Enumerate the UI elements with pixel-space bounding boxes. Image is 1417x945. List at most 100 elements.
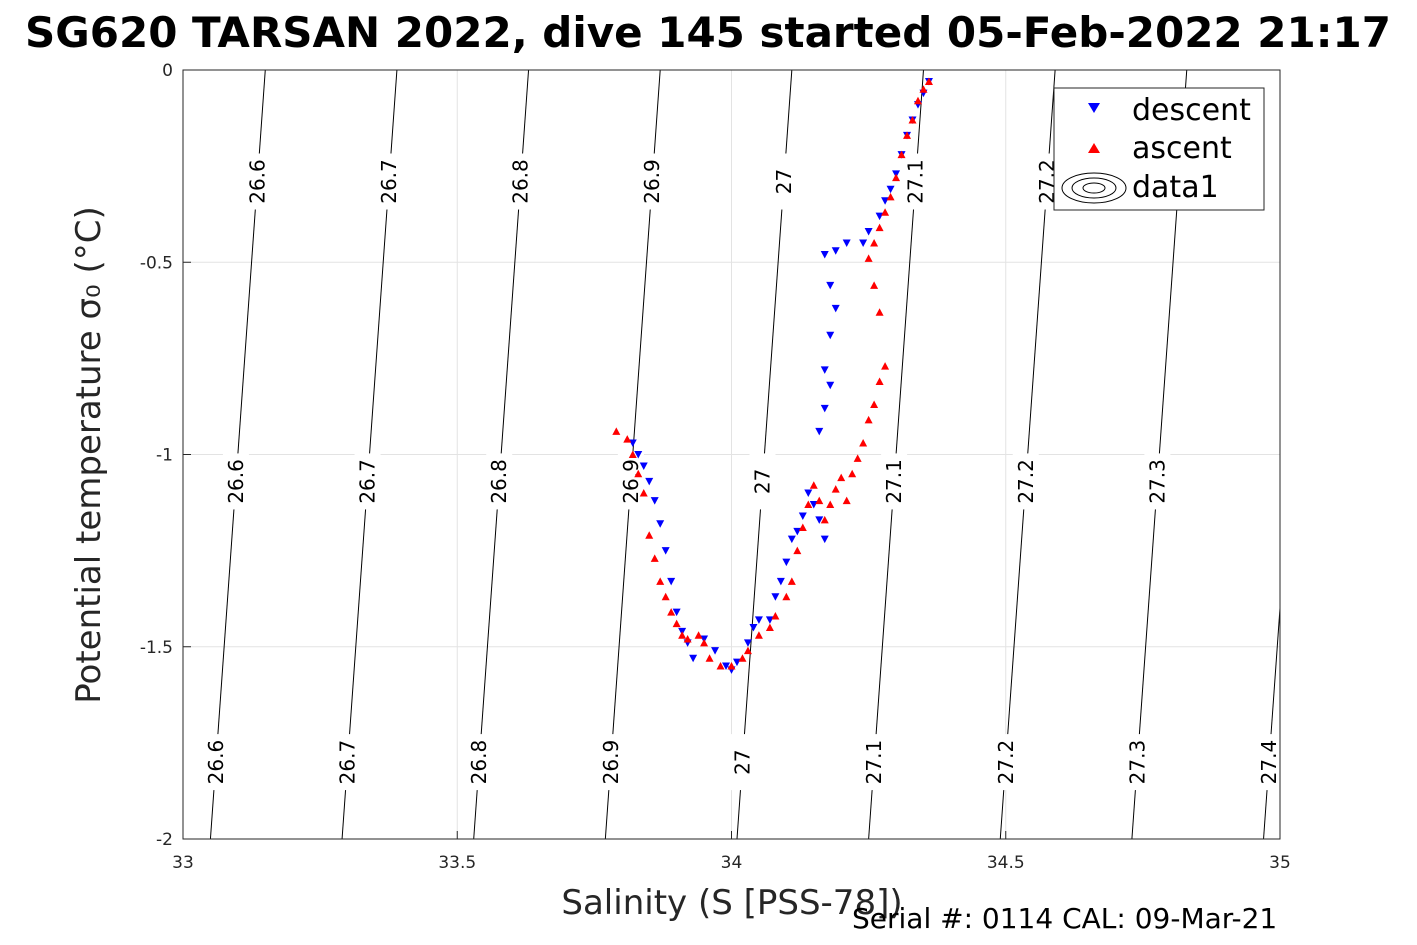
contour-label-bg <box>222 453 249 510</box>
axis-ticks: 33 33.5 34 34.5 35 0 -0.5 -1 -1.5 -2 <box>140 61 1291 873</box>
ascent-point <box>678 631 687 639</box>
ascent-point <box>765 623 774 632</box>
contour-label-bg <box>354 453 381 510</box>
data-points <box>612 77 933 674</box>
descent-point <box>639 462 648 471</box>
descent-point <box>672 608 681 617</box>
legend: descent ascent data1 <box>1053 87 1265 211</box>
descent-point <box>711 647 720 655</box>
ascent-point <box>875 223 884 232</box>
ascent-point <box>771 611 780 620</box>
descent-point <box>776 577 785 586</box>
contour-label-bg <box>597 734 624 791</box>
legend-descent-label: descent <box>1132 93 1251 128</box>
contour-label-bg <box>1256 734 1283 791</box>
contour-label-bg <box>770 153 797 210</box>
descent-point <box>820 535 829 544</box>
ascent-point <box>903 131 912 139</box>
y-tick-label: -1 <box>156 446 173 466</box>
ascent-point <box>919 85 928 93</box>
contour-label: 26.6 <box>224 459 248 504</box>
ascent-point <box>639 488 648 497</box>
descent-point <box>820 366 829 374</box>
ascent-point <box>913 96 922 105</box>
descent-point <box>722 662 731 670</box>
contour-label: 27 <box>772 169 796 194</box>
ascent-point <box>754 631 763 639</box>
legend-descent-marker <box>1088 103 1100 113</box>
descent-point <box>634 451 643 459</box>
contour-label-bg <box>902 153 929 210</box>
contour-label-bg <box>1012 453 1039 510</box>
contour-label-bg <box>639 153 666 210</box>
contour-label: 27.1 <box>862 740 886 785</box>
ascent-point <box>924 77 933 86</box>
descent-point <box>809 500 818 509</box>
ascent-point <box>881 362 890 370</box>
descent-point <box>826 381 835 390</box>
descent-point <box>831 304 840 313</box>
contour-label: 26.7 <box>356 459 380 504</box>
ascent-point <box>831 485 840 493</box>
contour-label: 27.4 <box>1257 740 1281 785</box>
descent-point <box>859 239 868 248</box>
ascent-point <box>897 150 906 159</box>
contour-label: 27 <box>750 469 774 494</box>
ascent-point <box>694 631 703 639</box>
descent-point <box>864 227 873 236</box>
descent-point <box>656 520 665 528</box>
ascent-point <box>886 192 895 201</box>
contour-label-bg <box>375 153 402 210</box>
descent-point <box>820 404 829 413</box>
ascent-point <box>700 638 709 647</box>
descent-point <box>881 197 890 205</box>
ascent-point <box>612 427 621 435</box>
ascent-point <box>853 454 862 462</box>
descent-point <box>689 654 698 663</box>
x-tick-label: 33 <box>172 853 194 873</box>
contour-label: 26.8 <box>487 459 511 504</box>
contour-label-bg <box>861 734 888 791</box>
descent-point <box>749 624 758 632</box>
descent-point <box>826 281 835 290</box>
footer-serial-cal: Serial #: 0114 CAL: 09-Mar-21 <box>852 902 1277 935</box>
ascent-point <box>683 635 692 643</box>
descent-point <box>820 251 829 259</box>
legend-box <box>1053 87 1265 211</box>
descent-point <box>886 185 895 194</box>
descent-point <box>650 497 659 505</box>
ascent-point <box>782 592 791 601</box>
contour-label: 27.3 <box>1125 740 1149 785</box>
descent-point <box>667 577 676 586</box>
ascent-point <box>859 438 868 447</box>
y-tick-label: -0.5 <box>140 253 173 273</box>
contour-line <box>1263 608 1281 840</box>
descent-point <box>815 516 824 524</box>
descent-point <box>798 512 807 521</box>
x-tick-label: 33.5 <box>438 853 476 873</box>
ascent-point <box>804 500 813 508</box>
ascent-point <box>809 481 818 489</box>
ascent-point <box>864 415 873 424</box>
descent-point <box>743 639 752 647</box>
contour-label: 26.8 <box>467 740 491 785</box>
ascent-point <box>815 496 824 505</box>
descent-point <box>732 658 741 667</box>
ascent-point <box>623 435 632 443</box>
ascent-point <box>634 469 643 478</box>
descent-point <box>771 593 780 601</box>
contour-label-bg <box>202 734 229 791</box>
ascent-point <box>875 308 884 316</box>
descent-point <box>875 212 884 221</box>
chart-title: SG620 TARSAN 2022, dive 145 started 05-F… <box>25 8 1391 57</box>
descent-point <box>765 616 774 624</box>
ascent-point <box>705 654 714 662</box>
ascent-point <box>875 377 884 385</box>
contour-label: 26.9 <box>640 159 664 204</box>
contour-label-bg <box>244 153 271 210</box>
contour-label: 27.2 <box>994 740 1018 785</box>
contour-label: 26.9 <box>599 740 623 785</box>
contour-label: 26.7 <box>377 159 401 204</box>
legend-data1-marker <box>1061 172 1127 204</box>
